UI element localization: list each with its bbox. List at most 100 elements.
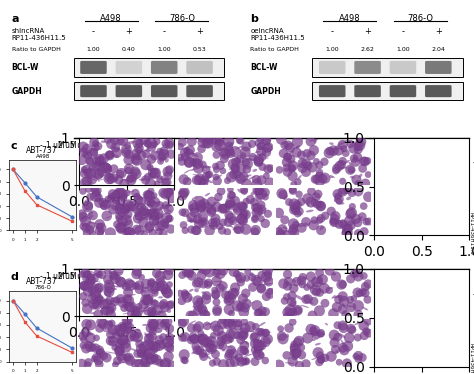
Ellipse shape (158, 296, 163, 298)
Point (155, 211, 162, 217)
Point (166, 334, 173, 340)
Point (455, 207, 463, 213)
Ellipse shape (137, 195, 143, 200)
Ellipse shape (116, 340, 126, 342)
Text: +: + (435, 27, 442, 36)
Point (257, 329, 265, 335)
Point (311, 327, 319, 333)
Point (244, 161, 252, 167)
Point (118, 323, 126, 329)
Point (432, 214, 439, 220)
Point (135, 145, 143, 151)
Point (284, 154, 292, 160)
Ellipse shape (136, 214, 145, 217)
Point (350, 156, 358, 162)
Point (150, 218, 158, 224)
Point (112, 332, 120, 338)
Point (109, 338, 117, 344)
Text: -: - (401, 27, 404, 36)
Point (144, 308, 152, 314)
Point (346, 218, 353, 224)
Point (340, 325, 347, 331)
Point (242, 226, 250, 232)
Point (264, 336, 272, 342)
Point (387, 308, 395, 314)
Ellipse shape (228, 225, 234, 228)
Point (342, 150, 349, 156)
Point (383, 212, 390, 218)
FancyBboxPatch shape (116, 61, 142, 74)
Point (421, 220, 428, 226)
Point (201, 177, 209, 183)
Point (415, 163, 423, 169)
Point (408, 298, 416, 304)
Point (96, 347, 103, 353)
Point (191, 336, 199, 342)
Point (148, 140, 155, 146)
Point (221, 206, 228, 212)
Ellipse shape (345, 140, 356, 143)
Point (109, 206, 117, 212)
Point (96, 221, 103, 227)
Ellipse shape (249, 331, 256, 332)
Point (381, 230, 389, 236)
Ellipse shape (192, 199, 196, 202)
Point (234, 322, 241, 328)
Point (190, 333, 197, 339)
Point (84, 283, 92, 289)
Point (256, 143, 264, 149)
Ellipse shape (340, 202, 345, 205)
Point (132, 171, 140, 177)
Point (339, 158, 346, 164)
Point (393, 168, 401, 174)
Point (151, 209, 159, 215)
Ellipse shape (126, 294, 136, 296)
Point (253, 177, 260, 183)
Point (79, 333, 87, 339)
Point (96, 159, 103, 165)
Ellipse shape (410, 148, 415, 153)
Point (123, 317, 130, 323)
Point (255, 329, 263, 335)
Point (331, 217, 338, 223)
Point (120, 181, 128, 187)
Ellipse shape (229, 302, 235, 306)
Point (326, 268, 334, 274)
Point (91, 275, 98, 281)
Point (255, 188, 263, 194)
Ellipse shape (309, 139, 319, 142)
FancyBboxPatch shape (390, 61, 416, 74)
Ellipse shape (146, 200, 155, 202)
Point (395, 343, 402, 349)
Point (87, 322, 94, 328)
Ellipse shape (263, 283, 272, 285)
Point (151, 153, 159, 159)
Text: Ratio to GAPDH: Ratio to GAPDH (12, 46, 61, 52)
Point (253, 303, 261, 309)
Point (355, 353, 362, 359)
Point (254, 279, 262, 285)
Point (213, 270, 220, 276)
Point (86, 227, 94, 233)
Point (356, 290, 364, 296)
Point (224, 336, 231, 342)
Point (395, 156, 403, 162)
Point (354, 289, 361, 295)
Point (240, 211, 247, 217)
Point (275, 362, 283, 368)
Ellipse shape (112, 362, 122, 365)
Point (292, 149, 300, 155)
Point (120, 196, 128, 202)
Ellipse shape (187, 178, 191, 181)
Ellipse shape (142, 178, 147, 181)
Point (237, 203, 245, 209)
Point (191, 209, 198, 215)
Point (166, 215, 173, 221)
Ellipse shape (89, 221, 98, 224)
Point (147, 283, 155, 289)
Point (219, 318, 227, 324)
Point (100, 155, 108, 161)
Point (339, 188, 346, 194)
Point (147, 325, 155, 331)
Point (79, 188, 87, 194)
